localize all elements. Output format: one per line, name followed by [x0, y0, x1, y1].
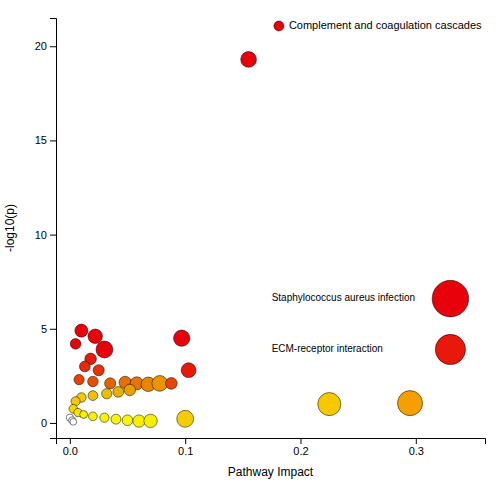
point — [96, 341, 113, 358]
y-tick-mark — [50, 329, 56, 330]
y-tick: 15 — [35, 134, 56, 146]
point — [181, 363, 196, 378]
x-tick: 0.3 — [409, 438, 424, 457]
point — [80, 410, 88, 418]
point — [88, 329, 102, 343]
x-tick-mark — [416, 438, 417, 444]
point — [70, 418, 77, 425]
y-tick-label: 15 — [35, 134, 47, 146]
y-tick-label: 10 — [35, 229, 47, 241]
y-tick-label: 20 — [35, 40, 47, 52]
point — [74, 374, 84, 384]
x-tick: 0.2 — [293, 438, 308, 457]
point — [111, 414, 121, 424]
point — [432, 280, 469, 317]
point — [122, 415, 133, 426]
x-axis-line — [57, 439, 486, 445]
x-tick-mark — [300, 438, 301, 444]
y-tick: 0 — [41, 417, 56, 429]
y-axis: 0 5 10 15 20 — [35, 19, 57, 439]
legend-symbol — [274, 21, 284, 31]
y-axis-title: -log10(p) — [3, 204, 17, 252]
legend-item: Complement and coagulation cascades — [274, 19, 482, 31]
point — [133, 415, 145, 427]
point — [88, 376, 99, 387]
x-tick: 0.0 — [63, 438, 78, 457]
y-tick-mark — [50, 46, 56, 47]
points — [66, 52, 468, 428]
point — [93, 365, 104, 376]
x-tick-label: 0.1 — [178, 445, 193, 457]
x-tick-label: 0.2 — [293, 445, 308, 457]
y-tick: 5 — [41, 323, 56, 335]
x-tick-mark — [185, 438, 186, 444]
x-axis: 0.0 0.1 0.2 0.3 — [57, 438, 486, 457]
legend: Complement and coagulation cascades — [274, 19, 482, 31]
point — [79, 361, 90, 372]
point — [398, 391, 423, 416]
point — [318, 393, 341, 416]
point — [241, 52, 257, 68]
point — [165, 378, 177, 390]
x-axis-title: Pathway Impact — [228, 465, 314, 479]
point — [100, 413, 109, 422]
y-tick-label: 5 — [41, 323, 47, 335]
point — [88, 391, 98, 401]
point — [144, 414, 157, 427]
x-tick-label: 0.3 — [409, 445, 424, 457]
point — [75, 324, 88, 337]
point — [435, 334, 465, 364]
point — [124, 384, 136, 396]
point — [102, 389, 112, 399]
point — [113, 387, 124, 398]
point — [177, 410, 194, 427]
legend-label: Complement and coagulation cascades — [289, 19, 482, 31]
annotation: Staphylococcus aureus infection — [272, 292, 415, 303]
y-tick: 10 — [35, 229, 56, 241]
point — [105, 378, 116, 389]
plot: 0.0 0.1 0.2 0.3 0 5 10 15 20 Pathway Impact -log10… — [3, 19, 486, 480]
y-tick-mark — [50, 235, 56, 236]
point — [70, 338, 81, 349]
y-tick-mark — [50, 140, 56, 141]
y-tick-mark — [50, 423, 56, 424]
x-tick-label: 0.0 — [63, 445, 78, 457]
x-tick: 0.1 — [178, 438, 193, 457]
point — [174, 330, 190, 346]
y-tick: 20 — [35, 40, 56, 52]
y-axis-line — [50, 19, 57, 439]
point — [89, 412, 98, 421]
annotation: ECM-receptor interaction — [272, 343, 383, 354]
x-tick-mark — [70, 438, 71, 444]
chart: 0.0 0.1 0.2 0.3 0 5 10 15 20 Pathway Impact -log10… — [0, 0, 500, 484]
y-tick-label: 0 — [41, 417, 47, 429]
